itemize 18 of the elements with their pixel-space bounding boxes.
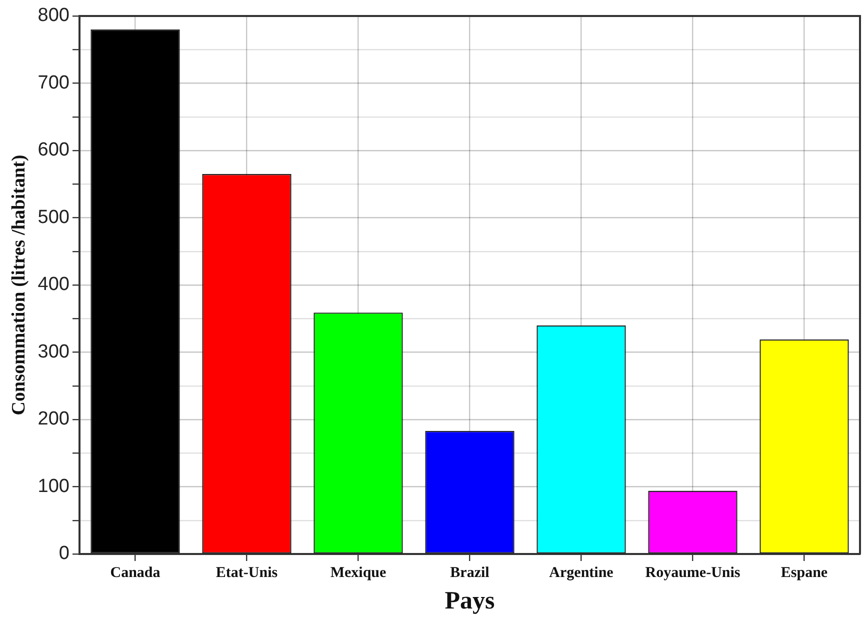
x-tick-label: Mexique	[330, 564, 387, 581]
y-tick-label: 300	[38, 341, 70, 362]
x-tick-label: Espane	[780, 564, 828, 581]
x-tick-label: Canada	[110, 564, 161, 581]
y-tick-label: 100	[38, 476, 70, 497]
x-tick-label: Royaume-Unis	[645, 564, 740, 581]
y-tick-label: 700	[38, 72, 70, 94]
y-tick-label: 500	[38, 206, 70, 228]
y-tick-label: 0	[58, 543, 70, 564]
x-tick-label: Argentine	[549, 564, 614, 581]
x-axis-title: Pays	[444, 587, 496, 614]
y-tick-label: 800	[38, 5, 70, 26]
y-tick-label: 600	[38, 140, 70, 161]
x-tick-label: Etat-Unis	[216, 564, 278, 581]
y-axis-title: Consommation (litres /habitant)	[8, 154, 30, 416]
y-tick-label: 200	[38, 408, 70, 430]
y-tick-label: 400	[38, 274, 70, 296]
x-tick-label: Brazil	[450, 564, 490, 581]
